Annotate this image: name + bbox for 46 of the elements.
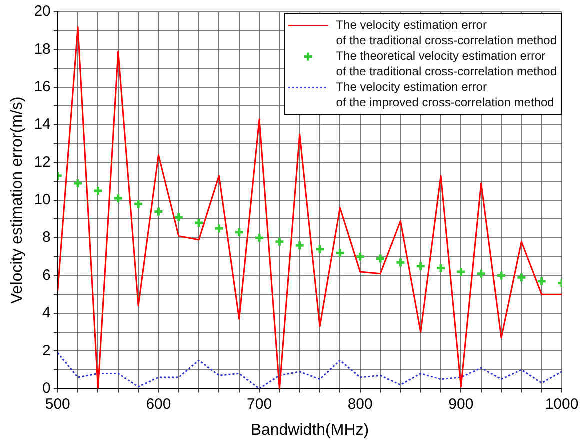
x-tick-label: 1000: [545, 396, 579, 413]
y-tick-label: 2: [42, 342, 51, 360]
point: [375, 254, 386, 264]
y-tick-label: 18: [34, 40, 51, 58]
point: [536, 276, 548, 287]
x-tick-label: 500: [45, 396, 70, 413]
point: [436, 262, 446, 274]
point: [416, 261, 426, 272]
x-tick-label: 900: [448, 396, 474, 413]
point: [234, 227, 245, 238]
point: [133, 198, 144, 210]
point: [476, 268, 487, 280]
legend-label: The velocity estimation error of the traditional cross-correlation method: [336, 18, 558, 48]
point: [92, 186, 104, 196]
point: [314, 244, 326, 255]
y-tick-label: 6: [42, 266, 51, 284]
x-tick-label: 700: [247, 396, 272, 413]
y-tick-label: 20: [34, 3, 51, 20]
legend-label: The theoretical velocity estimation error of the traditional cross-correlation method: [336, 49, 558, 79]
y-tick-label: 16: [34, 78, 51, 96]
point: [496, 270, 507, 282]
x-tick-label: 600: [146, 396, 172, 413]
point: [294, 240, 306, 251]
point: [274, 236, 285, 248]
legend-label: The velocity estimation error of the improved cross-correlation method: [336, 80, 554, 110]
y-tick-label: 4: [42, 304, 51, 322]
y-tick-label: 14: [34, 116, 51, 134]
y-tick-label: 0: [42, 380, 51, 397]
y-axis-title: Velocity estimation error(m/s): [9, 96, 26, 304]
y-tick-label: 10: [34, 192, 51, 209]
point: [153, 206, 164, 217]
x-axis-title: Bandwidth(MHz): [250, 422, 370, 439]
point: [113, 193, 124, 204]
point: [174, 212, 184, 223]
point: [395, 257, 406, 268]
y-tick-label: 12: [34, 154, 51, 171]
y-tick-label: 8: [42, 229, 51, 246]
point: [214, 223, 224, 234]
point: [334, 248, 346, 258]
point: [516, 272, 527, 283]
point: [456, 266, 466, 278]
point: [355, 252, 366, 262]
point: [72, 178, 84, 189]
x-tick-label: 800: [348, 396, 373, 413]
point: [254, 232, 265, 244]
point: [194, 218, 204, 228]
